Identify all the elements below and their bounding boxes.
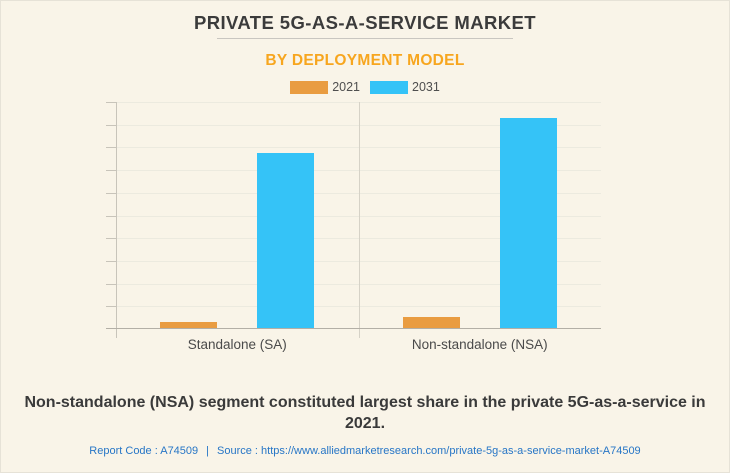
legend-item-2021: 2021 — [290, 80, 360, 94]
legend-swatch-2021 — [290, 80, 329, 94]
x-axis-labels: Standalone (SA) Non-standalone (NSA) — [116, 337, 601, 352]
category-cell — [359, 102, 602, 329]
bars-container — [116, 102, 601, 329]
legend-item-2031: 2031 — [370, 80, 440, 94]
legend: 2021 2031 — [1, 80, 729, 94]
source-link[interactable]: Source : https://www.alliedmarketresearc… — [217, 445, 641, 457]
x-axis-label-non-standalone: Non-standalone (NSA) — [411, 337, 548, 352]
legend-label-2021: 2021 — [332, 80, 360, 94]
bar-2031-standalone-sa- — [257, 153, 315, 329]
x-axis-label-standalone: Standalone (SA) — [187, 337, 287, 352]
legend-label-2031: 2031 — [412, 80, 440, 94]
bar-2031-non-standalone-nsa- — [499, 117, 557, 329]
chart-subtitle: BY DEPLOYMENT MODEL — [265, 52, 465, 69]
chart-caption: Non-standalone (NSA) segment constituted… — [24, 394, 706, 433]
report-code: Report Code : A74509 — [89, 445, 199, 457]
footer: Report Code : A74509 | Source : https://ww… — [1, 445, 729, 457]
bar-2021-non-standalone-nsa- — [402, 316, 460, 329]
bar-2021-standalone-sa- — [160, 322, 218, 329]
plot-area: Standalone (SA) Non-standalone (NSA) — [106, 102, 601, 352]
title-divider — [217, 38, 513, 39]
y-axis-line — [116, 102, 117, 338]
category-divider-line — [358, 102, 360, 338]
x-axis-line — [106, 328, 601, 329]
page-title: PRIVATE 5G-AS-A-SERVICE MARKET — [194, 12, 536, 33]
legend-swatch-2031 — [370, 80, 408, 94]
footer-separator: | — [206, 445, 210, 457]
category-cell — [116, 102, 359, 329]
